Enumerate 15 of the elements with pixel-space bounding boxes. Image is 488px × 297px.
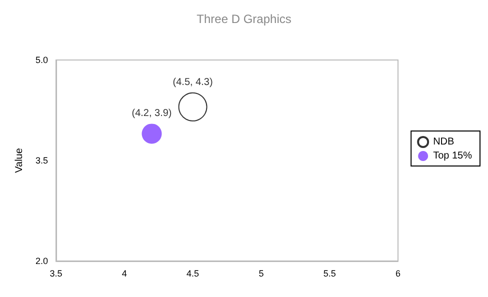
data-label: (4.5, 4.3)	[172, 76, 213, 88]
x-tick-label: 4.5	[186, 268, 200, 278]
legend-label: Top 15%	[433, 150, 472, 162]
y-tick-label: 2.0	[35, 256, 48, 266]
y-tick-label: 3.5	[35, 156, 48, 166]
y-tick-label: 5.0	[35, 55, 48, 65]
x-tick-label: 5	[258, 268, 264, 278]
chart-subtitle: Three D Graphics	[196, 12, 292, 26]
x-tick-label: 6	[395, 268, 401, 278]
x-tick-label: 4	[122, 268, 127, 278]
y-axis-title: Value	[14, 148, 26, 173]
x-tick-label: 5.5	[323, 268, 336, 278]
data-label: (4.2, 3.9)	[132, 108, 172, 120]
legend-label: NDB	[433, 136, 455, 148]
x-tick-label: 3.5	[50, 268, 62, 278]
